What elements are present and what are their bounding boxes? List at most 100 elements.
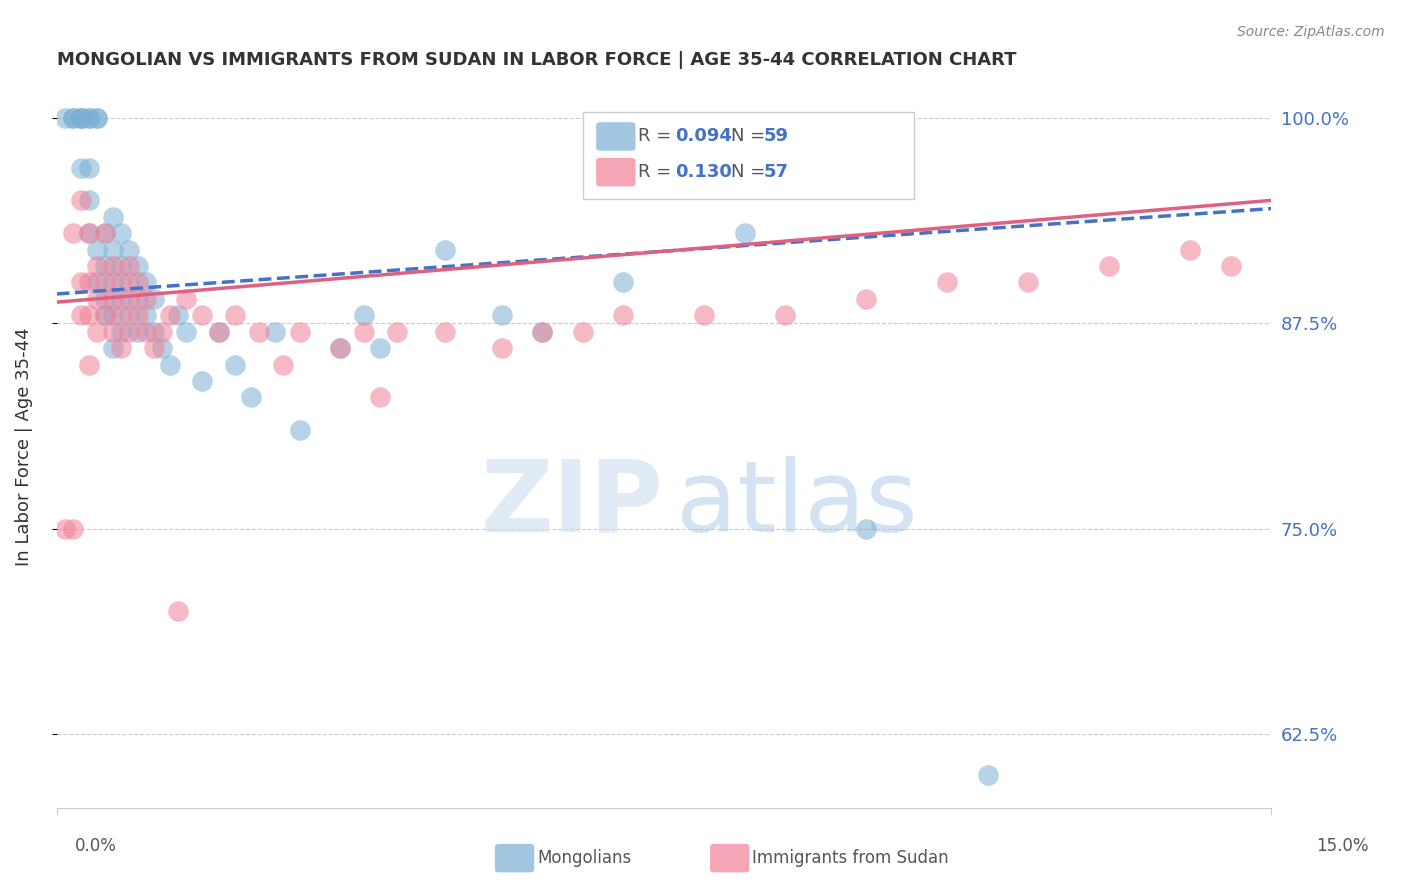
Point: [118, 308, 141, 322]
Point: [94, 308, 117, 322]
Point: [977, 768, 1000, 782]
Point: [491, 308, 513, 322]
Point: [62, 112, 84, 126]
Point: [174, 325, 197, 339]
Point: [135, 276, 157, 290]
Point: [1219, 259, 1241, 273]
Point: [53, 522, 76, 536]
Text: R =: R =: [638, 163, 678, 181]
Point: [77, 226, 100, 240]
Point: [150, 341, 173, 355]
Text: Source: ZipAtlas.com: Source: ZipAtlas.com: [1237, 25, 1385, 39]
Point: [207, 325, 229, 339]
Point: [434, 243, 457, 257]
Point: [94, 292, 117, 306]
Point: [127, 259, 149, 273]
Point: [612, 308, 634, 322]
Point: [370, 390, 392, 404]
Point: [775, 308, 797, 322]
Point: [77, 112, 100, 126]
Point: [329, 341, 352, 355]
Point: [70, 194, 93, 208]
Point: [191, 374, 214, 388]
Point: [288, 423, 311, 437]
Text: ZIP: ZIP: [481, 456, 664, 553]
Point: [86, 325, 108, 339]
Point: [531, 325, 554, 339]
Point: [531, 325, 554, 339]
Point: [77, 194, 100, 208]
Point: [1178, 243, 1201, 257]
Point: [86, 292, 108, 306]
Point: [110, 292, 132, 306]
Text: R =: R =: [638, 128, 678, 145]
Point: [288, 325, 311, 339]
Point: [103, 243, 125, 257]
Point: [191, 308, 214, 322]
Text: Mongolians: Mongolians: [537, 849, 631, 867]
Point: [77, 226, 100, 240]
Text: 0.130: 0.130: [675, 163, 731, 181]
Point: [77, 358, 100, 372]
Point: [86, 112, 108, 126]
Point: [94, 226, 117, 240]
Point: [135, 325, 157, 339]
Text: 15.0%: 15.0%: [1316, 837, 1369, 855]
Point: [70, 276, 93, 290]
Point: [693, 308, 716, 322]
Point: [110, 325, 132, 339]
Point: [135, 308, 157, 322]
Text: atlas: atlas: [676, 456, 918, 553]
Point: [734, 226, 756, 240]
Text: N =: N =: [731, 128, 770, 145]
Point: [70, 112, 93, 126]
Point: [174, 292, 197, 306]
Point: [118, 259, 141, 273]
Point: [62, 112, 84, 126]
Point: [1017, 276, 1039, 290]
Point: [142, 341, 165, 355]
Point: [110, 276, 132, 290]
Point: [434, 325, 457, 339]
Text: Immigrants from Sudan: Immigrants from Sudan: [752, 849, 949, 867]
Point: [110, 341, 132, 355]
Point: [224, 358, 246, 372]
Point: [103, 292, 125, 306]
Text: MONGOLIAN VS IMMIGRANTS FROM SUDAN IN LABOR FORCE | AGE 35-44 CORRELATION CHART: MONGOLIAN VS IMMIGRANTS FROM SUDAN IN LA…: [56, 51, 1017, 69]
Text: 59: 59: [763, 128, 789, 145]
Point: [70, 308, 93, 322]
Point: [142, 325, 165, 339]
Point: [77, 308, 100, 322]
Point: [62, 226, 84, 240]
Point: [159, 358, 181, 372]
Text: 57: 57: [763, 163, 789, 181]
Point: [103, 210, 125, 224]
Point: [118, 325, 141, 339]
Point: [118, 243, 141, 257]
Point: [385, 325, 408, 339]
Point: [86, 259, 108, 273]
Point: [94, 226, 117, 240]
Point: [135, 292, 157, 306]
Point: [62, 522, 84, 536]
Point: [70, 161, 93, 175]
Point: [118, 292, 141, 306]
Point: [86, 276, 108, 290]
Point: [103, 325, 125, 339]
Point: [103, 341, 125, 355]
Text: N =: N =: [731, 163, 770, 181]
Point: [353, 308, 375, 322]
Point: [370, 341, 392, 355]
Y-axis label: In Labor Force | Age 35-44: In Labor Force | Age 35-44: [15, 327, 32, 566]
Point: [612, 276, 634, 290]
Point: [110, 259, 132, 273]
Point: [273, 358, 295, 372]
Point: [77, 276, 100, 290]
Text: 0.0%: 0.0%: [75, 837, 117, 855]
Point: [167, 604, 190, 618]
Point: [70, 112, 93, 126]
Point: [127, 308, 149, 322]
Text: 0.094: 0.094: [675, 128, 731, 145]
Point: [150, 325, 173, 339]
Point: [127, 292, 149, 306]
